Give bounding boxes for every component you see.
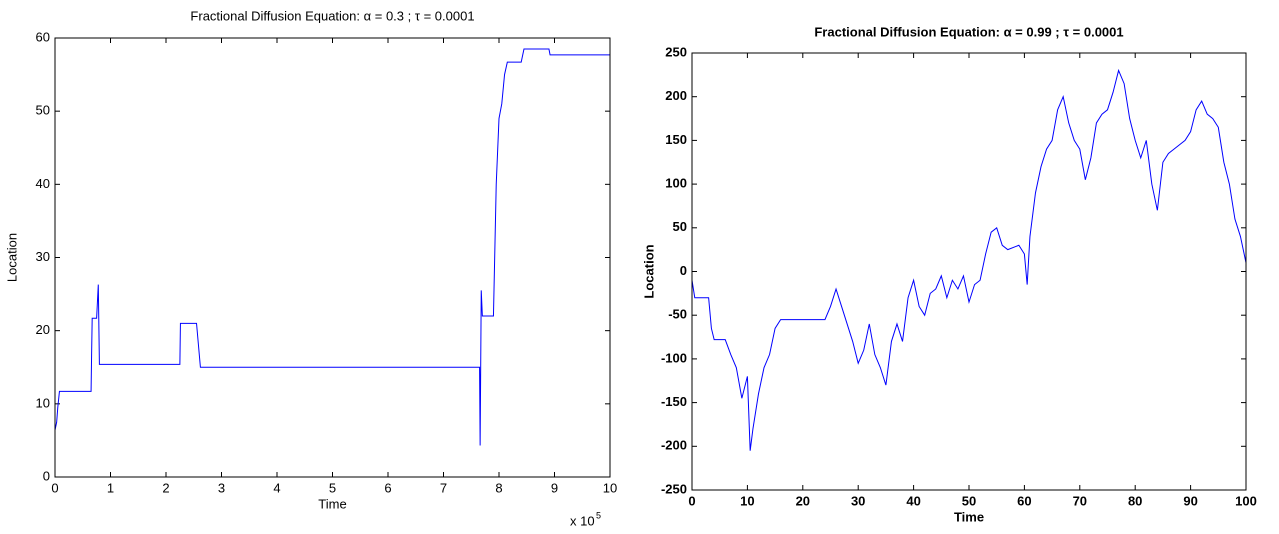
x-tick-label: 3 bbox=[218, 480, 225, 495]
x-scale-label: x 10 bbox=[570, 513, 595, 528]
y-axis-label: Location bbox=[641, 244, 656, 298]
axes-box bbox=[54, 37, 611, 478]
y-tick-label: 250 bbox=[665, 44, 687, 59]
x-tick-label: 0 bbox=[688, 493, 695, 508]
y-tick-label: -150 bbox=[661, 394, 687, 409]
y-tick-label: 40 bbox=[36, 176, 50, 191]
x-tick-label: 7 bbox=[440, 480, 447, 495]
y-tick-label: 0 bbox=[680, 263, 687, 278]
chart-title: Fractional Diffusion Equation: α = 0.99 … bbox=[814, 24, 1123, 39]
y-tick-label: 0 bbox=[43, 468, 50, 483]
y-tick-label: 50 bbox=[673, 219, 687, 234]
plot-area bbox=[692, 53, 1246, 490]
x-tick-label: 2 bbox=[162, 480, 169, 495]
chart: Fractional Diffusion Equation: α = 0.99 … bbox=[641, 24, 1256, 524]
y-tick-label: 150 bbox=[665, 132, 687, 147]
x-tick-label: 80 bbox=[1128, 493, 1142, 508]
y-tick-label: 50 bbox=[36, 103, 50, 118]
x-axis-label: Time bbox=[954, 509, 984, 524]
y-tick-label: 30 bbox=[36, 249, 50, 264]
y-tick-label: 60 bbox=[36, 29, 50, 44]
axes-box bbox=[691, 52, 1247, 491]
y-tick-label: -200 bbox=[661, 438, 687, 453]
x-scale-exponent: 5 bbox=[596, 510, 601, 520]
x-tick-label: 10 bbox=[740, 493, 754, 508]
x-tick-label: 70 bbox=[1073, 493, 1087, 508]
data-line bbox=[691, 68, 1247, 451]
x-tick-label: 9 bbox=[551, 480, 558, 495]
chart: Fractional Diffusion Equation: α = 0.3 ;… bbox=[4, 8, 617, 528]
x-tick-label: 1 bbox=[107, 480, 114, 495]
y-tick-label: 10 bbox=[36, 395, 50, 410]
x-tick-label: 0 bbox=[51, 480, 58, 495]
x-tick-label: 100 bbox=[1235, 493, 1257, 508]
x-tick-label: 40 bbox=[906, 493, 920, 508]
x-tick-label: 8 bbox=[495, 480, 502, 495]
y-tick-label: -100 bbox=[661, 350, 687, 365]
chart-title: Fractional Diffusion Equation: α = 0.3 ;… bbox=[190, 8, 474, 23]
x-tick-label: 5 bbox=[329, 480, 336, 495]
x-axis-label: Time bbox=[318, 496, 346, 511]
x-tick-label: 6 bbox=[384, 480, 391, 495]
x-tick-label: 10 bbox=[603, 480, 617, 495]
x-tick-label: 60 bbox=[1017, 493, 1031, 508]
y-tick-label: -50 bbox=[668, 307, 687, 322]
plot-area bbox=[55, 38, 610, 477]
x-tick-label: 30 bbox=[851, 493, 865, 508]
x-tick-label: 20 bbox=[796, 493, 810, 508]
y-tick-label: 200 bbox=[665, 88, 687, 103]
x-tick-label: 90 bbox=[1183, 493, 1197, 508]
data-line bbox=[54, 48, 610, 446]
x-tick-label: 4 bbox=[273, 480, 280, 495]
y-tick-label: -250 bbox=[661, 481, 687, 496]
y-tick-label: 20 bbox=[36, 322, 50, 337]
y-axis-label: Location bbox=[4, 233, 19, 282]
x-tick-label: 50 bbox=[962, 493, 976, 508]
y-tick-label: 100 bbox=[665, 176, 687, 191]
